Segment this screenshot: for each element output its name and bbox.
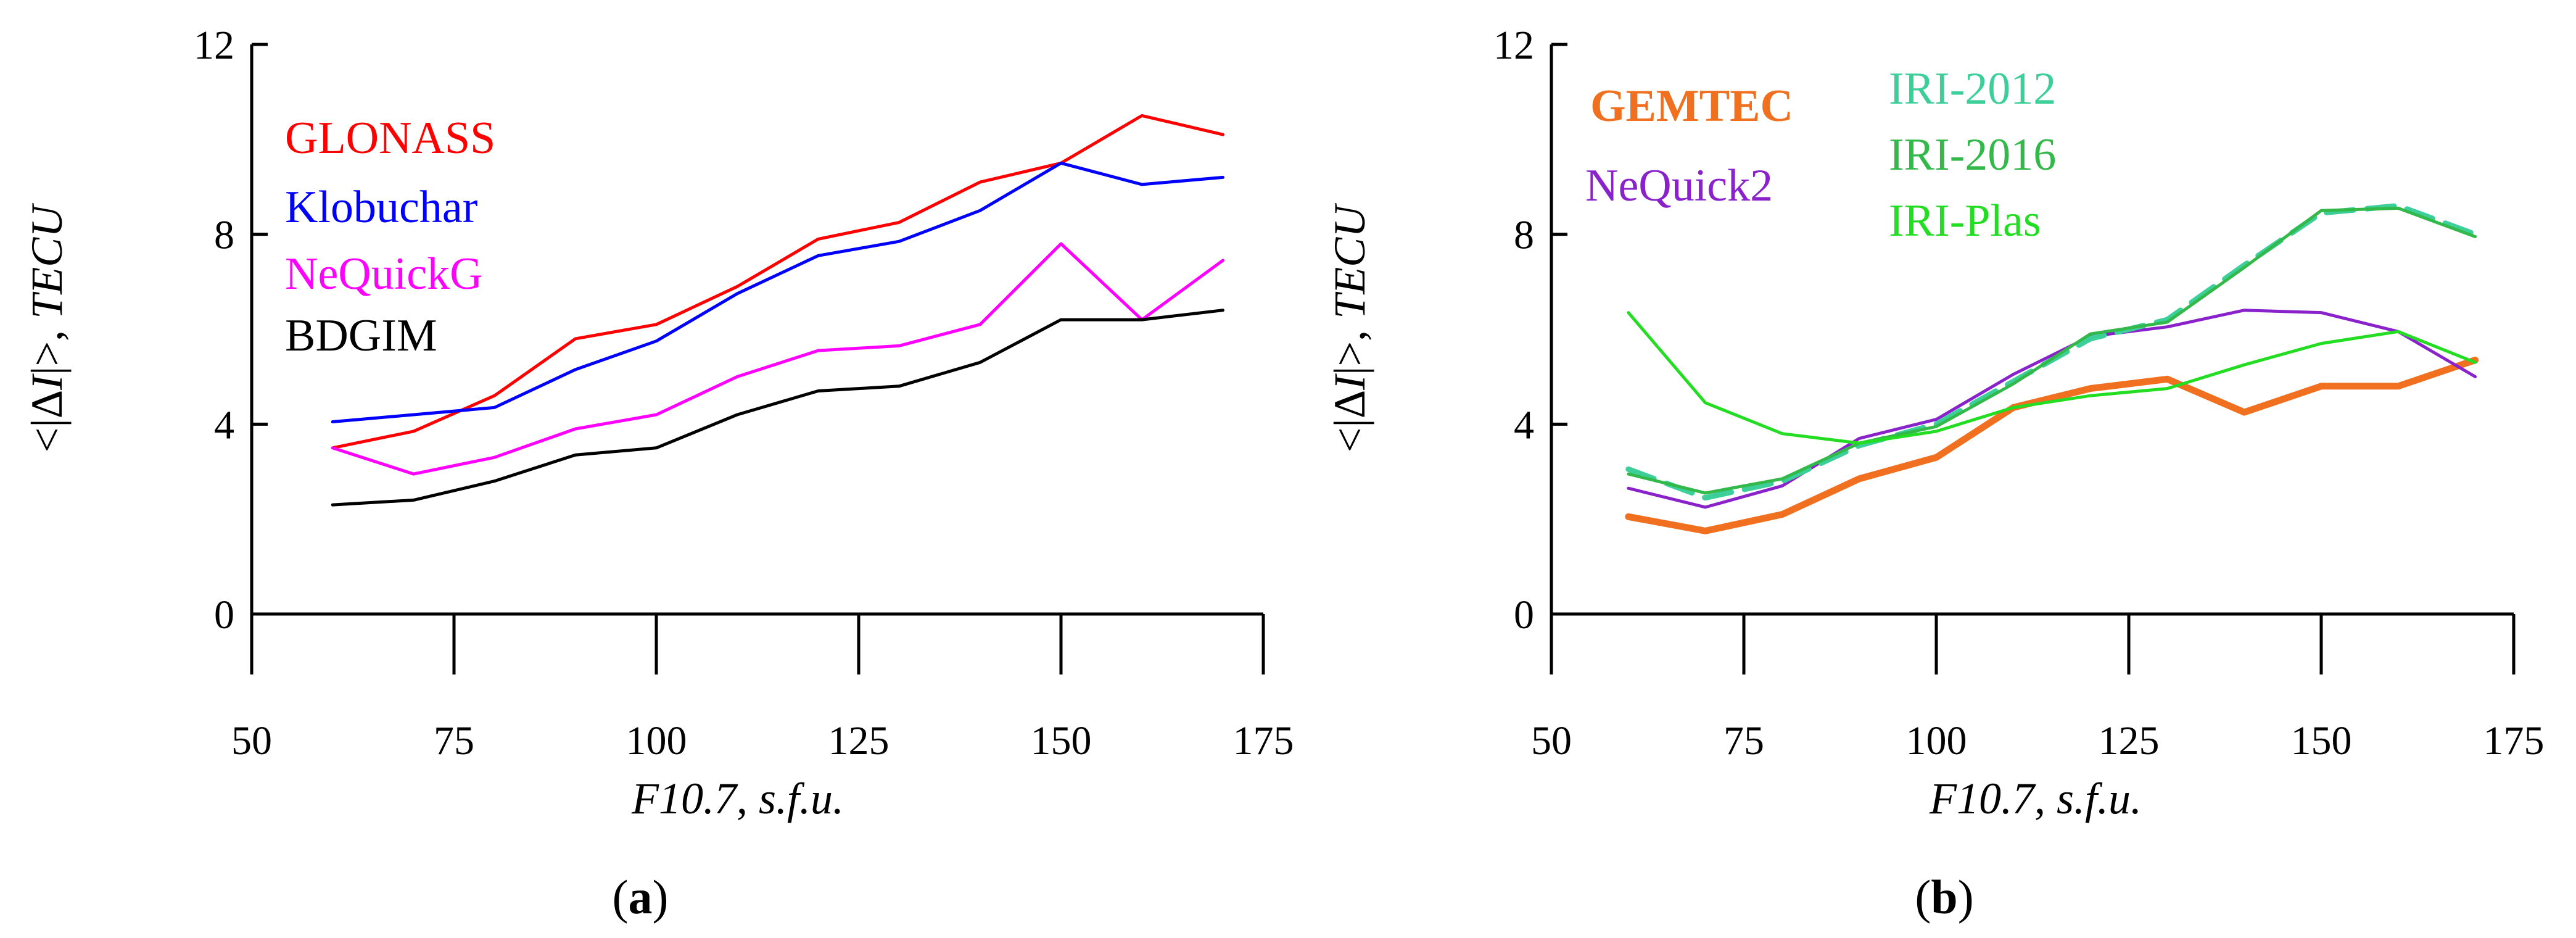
panel-a: 0 4 8 12 50 75 100 125 150 175 <|ΔI|>, TECU F10.… — [22, 23, 1294, 924]
panel-a-xtick-label-150: 150 — [1031, 718, 1092, 763]
panel-a-ytick-label-4: 4 — [214, 402, 234, 447]
panel-b-xtick-label-125: 125 — [2099, 718, 2160, 763]
legend-iri-2016: IRI-2016 — [1889, 130, 2056, 180]
legend-gemtec: GEMTEC — [1590, 81, 1793, 131]
series-line-nequickg — [331, 242, 1224, 476]
panel-b: 0 4 8 12 50 75 100 125 150 175 <|ΔI|>, TECU F10.… — [1325, 23, 2545, 924]
panel-b-ylabel: <|ΔI|>, TECU — [1325, 203, 1374, 452]
panel-a-xtick-label-175: 175 — [1233, 718, 1294, 763]
panel-a-xtick-label-125: 125 — [828, 718, 890, 763]
panel-a-xtick-label-50: 50 — [231, 718, 272, 763]
panel-a-ylabel: <|ΔI|>, TECU — [22, 203, 72, 452]
series-line-iri-plas — [1627, 311, 2477, 445]
panel-a-ytick-label-8: 8 — [214, 213, 234, 258]
series-line-glonass — [331, 114, 1224, 450]
legend-iri-plas: IRI-Plas — [1889, 196, 2041, 246]
series-line-bdgim — [331, 309, 1224, 507]
panel-a-xlabel: F10.7, s.f.u. — [631, 774, 844, 823]
panel-b-ytick-label-8: 8 — [1514, 213, 1534, 258]
series-line-iri-2016 — [1627, 206, 2477, 495]
legend-glonass: GLONASS — [285, 113, 495, 164]
legend-klobuchar: Klobuchar — [285, 182, 477, 233]
series-line-nequick2 — [1627, 309, 2477, 509]
legend-nequickg: NeQuickG — [285, 249, 483, 299]
panel-b-caption: (b) — [1915, 870, 1973, 924]
legend-bdgim: BDGIM — [285, 310, 437, 361]
panel-a-caption: (a) — [613, 870, 669, 924]
panel-b-xtick-label-75: 75 — [1724, 718, 1764, 763]
panel-b-xtick-label-175: 175 — [2483, 718, 2545, 763]
legend-nequick2: NeQuick2 — [1585, 160, 1773, 211]
legend-iri-2012: IRI-2012 — [1889, 64, 2056, 114]
panel-a-ytick-label-12: 12 — [194, 23, 234, 68]
panel-b-ytick-label-12: 12 — [1493, 23, 1534, 68]
panel-a-ytick-label-0: 0 — [214, 592, 234, 637]
panel-b-xtick-label-100: 100 — [1906, 718, 1967, 763]
panel-b-ytick-label-0: 0 — [1514, 592, 1534, 637]
panel-b-xtick-label-150: 150 — [2291, 718, 2352, 763]
panel-b-xtick-label-50: 50 — [1531, 718, 1572, 763]
panel-a-xtick-label-100: 100 — [626, 718, 687, 763]
series-line-klobuchar — [331, 161, 1224, 423]
series-line-iri-2012 — [1625, 203, 2479, 501]
series-line-gemtec — [1625, 357, 2479, 534]
panel-a-xtick-label-75: 75 — [434, 718, 474, 763]
panel-b-xlabel: F10.7, s.f.u. — [1929, 774, 2142, 823]
panel-b-ytick-label-4: 4 — [1514, 402, 1534, 447]
